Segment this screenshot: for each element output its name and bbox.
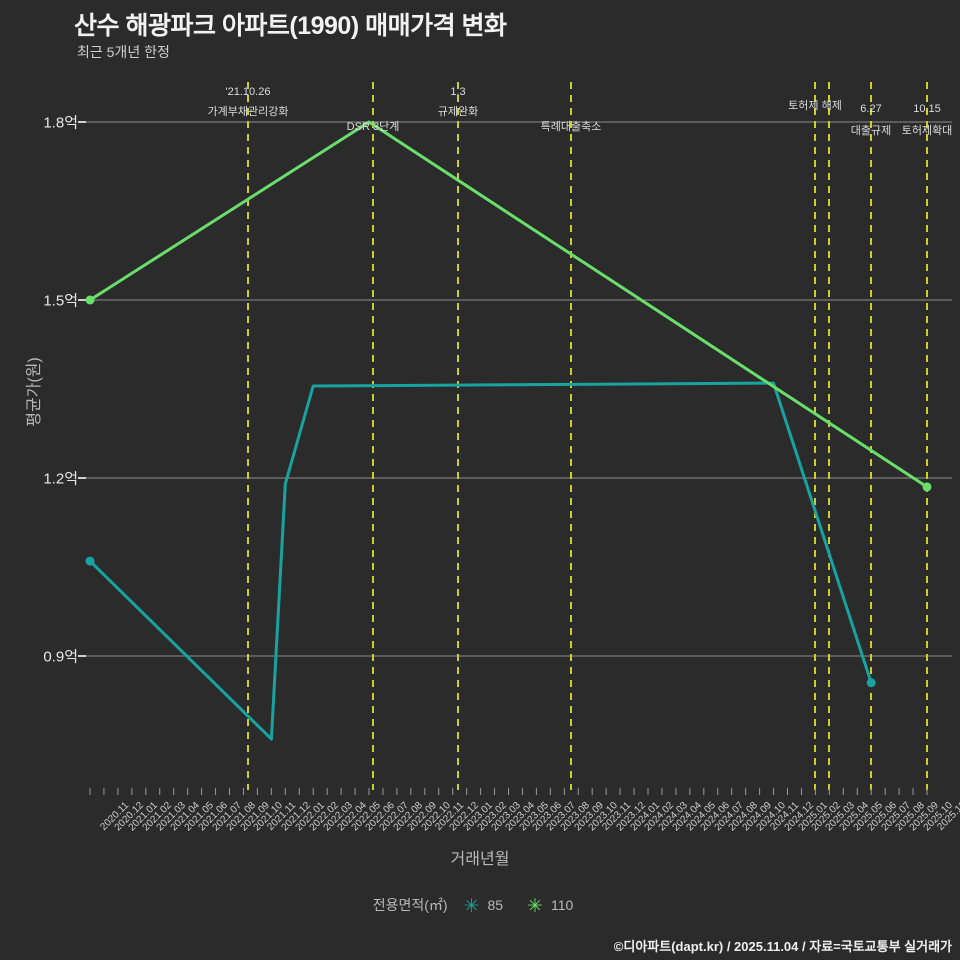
chart-legend: 전용면적(㎡) ✳ 85 ✳ 110	[0, 895, 960, 917]
event-name-label-2: 규제완화	[437, 106, 479, 118]
event-name-label-1: DSR 3단계	[346, 121, 400, 133]
data-point-110-0	[85, 295, 95, 305]
page-title: 산수 해광파크 아파트(1990) 매매가격 변화	[74, 12, 507, 40]
series-line-85	[88, 381, 873, 741]
y-axis-label: 평균가(원)	[26, 357, 43, 427]
event-name-label-0: 가계부채관리강화	[207, 106, 289, 118]
data-point-85-0	[85, 556, 95, 566]
event-name-label-4: 토허제 해제	[788, 100, 842, 112]
event-date-label-2: 1.3	[450, 86, 466, 98]
legend-label-85: 85	[487, 897, 504, 913]
event-date-label-6: 6.27	[860, 103, 882, 115]
event-name-label-3: 특례대출축소	[540, 121, 602, 133]
y-tick-label: 1.2억	[43, 470, 78, 488]
series-line-110	[88, 120, 929, 489]
event-date-label-7: 10.15	[913, 103, 941, 115]
y-tick-label: 0.9억	[43, 648, 78, 666]
event-date-label-0: '21.10.26	[225, 86, 271, 98]
legend-item-85[interactable]: ✳ 85	[463, 895, 504, 917]
y-axis-ticks: 1.8억 1.5억 1.2억 0.9억	[0, 0, 78, 960]
legend-label-110: 110	[550, 897, 574, 913]
event-name-label-7: 토허제확대	[901, 125, 953, 137]
legend-item-110[interactable]: ✳ 110	[527, 895, 574, 917]
chart-subtitle: 최근 5개년 한정	[77, 44, 170, 60]
footer-credit: ©디아파트(dapt.kr) / 2025.11.04 / 자료=국토교통부 실…	[613, 939, 952, 954]
asterisk-marker-icon: ✳	[463, 895, 480, 917]
y-tick-label: 1.5억	[43, 292, 78, 310]
event-name-label-6: 대출규제	[850, 125, 892, 137]
legend-title: 전용면적(㎡)	[372, 897, 448, 913]
y-tick-label: 1.8억	[43, 114, 78, 132]
data-point-85-5	[866, 678, 876, 688]
data-point-110-2	[922, 482, 932, 492]
asterisk-marker-icon: ✳	[527, 895, 543, 917]
x-axis-label: 거래년월	[450, 851, 510, 868]
